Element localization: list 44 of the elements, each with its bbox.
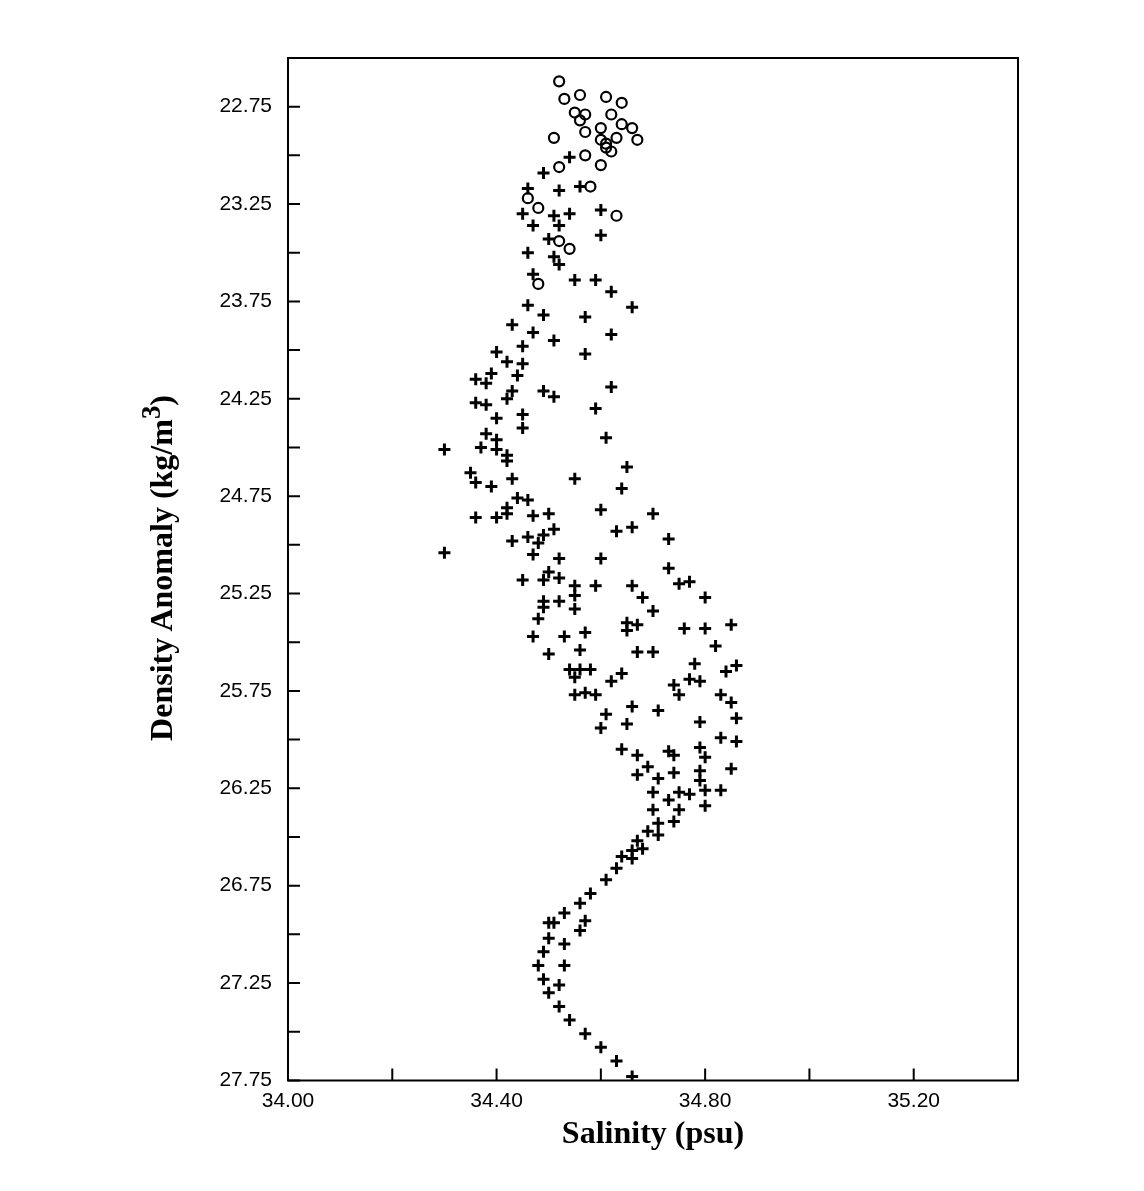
point: [563, 242, 576, 255]
point: [594, 122, 607, 135]
point: [532, 201, 545, 215]
point: [615, 118, 628, 131]
y-tick-label: 23.25: [219, 190, 272, 214]
y-tick-label: 26.75: [219, 872, 272, 896]
x-tick-label: 35.20: [887, 1087, 940, 1111]
point: [610, 209, 623, 222]
point: [599, 137, 613, 150]
y-tick-label: 25.75: [219, 677, 272, 701]
point: [579, 149, 592, 162]
point: [605, 145, 618, 158]
point: [605, 108, 618, 121]
point: [553, 75, 566, 88]
point: [521, 192, 534, 205]
y-tick-label: 26.25: [219, 775, 272, 799]
point: [558, 92, 571, 105]
point: [594, 159, 607, 172]
point: [579, 108, 592, 121]
y-tick-label: 25.25: [219, 580, 272, 604]
point: [547, 131, 561, 144]
point: [553, 160, 566, 174]
y-tick-label: 22.75: [219, 93, 272, 117]
x-axis-title: Salinity (psu): [561, 1114, 745, 1151]
point: [599, 90, 613, 104]
point: [568, 106, 581, 119]
point: [594, 133, 607, 146]
point: [579, 125, 592, 139]
point: [573, 88, 587, 102]
point: [631, 133, 644, 146]
point: [553, 234, 566, 248]
point: [532, 277, 545, 290]
point: [573, 114, 587, 127]
point: [615, 96, 628, 109]
point: [626, 122, 639, 135]
y-tick-label: 23.75: [219, 288, 272, 312]
x-tick-label: 34.40: [470, 1087, 523, 1111]
y-tick-label: 24.75: [219, 482, 272, 506]
x-tick-label: 34.80: [678, 1087, 732, 1111]
point: [584, 180, 597, 193]
point: [599, 141, 613, 154]
point: [610, 131, 623, 144]
y-tick-label: 24.25: [219, 385, 272, 409]
y-tick-label: 27.25: [219, 969, 272, 993]
